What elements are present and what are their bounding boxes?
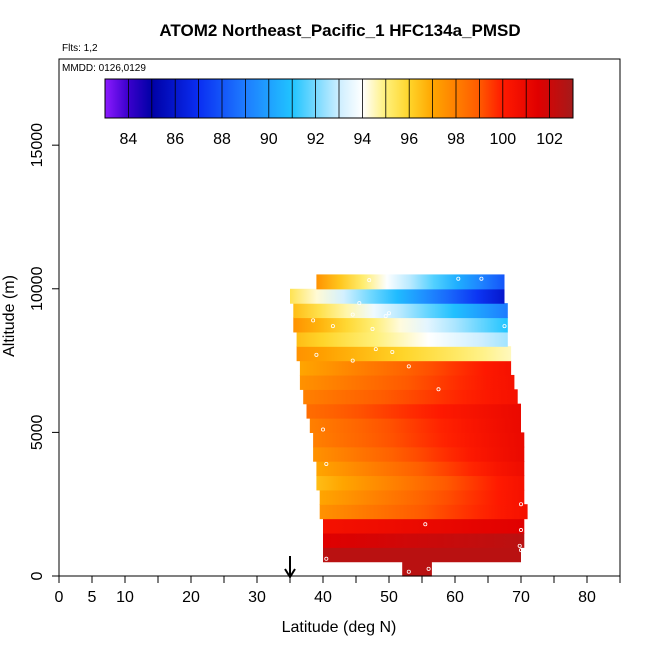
heatmap-layer (290, 288, 505, 304)
heatmap-layer (313, 432, 525, 448)
colorbar-tick-labels: 84 86 88 90 92 94 96 98 100 102 (120, 131, 564, 148)
colorbar-tick-label: 100 (489, 131, 516, 148)
sample-points (311, 266, 530, 574)
sample-point (519, 548, 524, 553)
heatmap-layer (313, 446, 525, 462)
chart-title: ATOM2 Northeast_Pacific_1 HFC134a_PMSD (159, 21, 520, 40)
heatmap-layer (296, 346, 512, 362)
x-tick-label: 0 (55, 589, 64, 606)
sample-point (320, 427, 325, 432)
colorbar-divider-lines (127, 79, 550, 118)
latitude-marker-arrow (284, 556, 296, 579)
y-tick-label: 5000 (29, 414, 46, 450)
colorbar-tick-label: 94 (354, 131, 372, 148)
heatmap-layer (296, 331, 508, 347)
y-axis: 0 5000 10000 15000 (29, 123, 59, 580)
sample-point (456, 276, 461, 281)
colorbar-tick-label: 98 (447, 131, 465, 148)
colorbar-tick-label: 102 (536, 131, 563, 148)
heatmap-layer (316, 274, 505, 290)
heatmap-layer (323, 532, 525, 548)
sample-point (324, 461, 329, 466)
sample-point (426, 566, 431, 571)
heatmap-layer (316, 461, 525, 477)
colorbar-tick-label: 90 (260, 131, 278, 148)
x-axis-label: Latitude (deg N) (282, 619, 397, 636)
x-tick-label: 80 (578, 589, 596, 606)
heatmap-layer (303, 389, 518, 405)
heatmap-layer (309, 418, 521, 433)
sample-point (519, 502, 524, 507)
x-tick-label: 40 (314, 589, 332, 606)
sample-point (350, 358, 355, 363)
colorbar-tick-label: 92 (307, 131, 325, 148)
colorbar-tick-label: 84 (120, 131, 138, 148)
heatmap-layer (402, 561, 432, 577)
heatmap-layer (319, 489, 525, 505)
sample-point (406, 364, 411, 369)
heatmap-layers (290, 274, 528, 577)
sample-point (525, 493, 530, 498)
x-tick-label: 5 (88, 589, 97, 606)
x-tick-label: 20 (182, 589, 200, 606)
heatmap-layer (316, 475, 525, 491)
sample-point (324, 556, 329, 561)
x-tick-label: 70 (512, 589, 530, 606)
sample-point (436, 387, 441, 392)
heatmap-layer (299, 374, 515, 390)
y-tick-label: 15000 (29, 123, 46, 168)
sample-point (519, 528, 524, 533)
sample-point (390, 349, 395, 354)
y-tick-label: 10000 (29, 266, 46, 311)
sample-point (479, 276, 484, 281)
colorbar-tick-label: 96 (400, 131, 418, 148)
sample-point (383, 314, 388, 319)
sample-point (423, 522, 428, 527)
sample-point (330, 324, 335, 329)
x-axis: 0 5 10 20 30 40 50 60 70 80 (55, 575, 621, 606)
heatmap-layer (293, 317, 508, 333)
colorbar: 84 86 88 90 92 94 96 98 100 102 (104, 78, 574, 148)
sample-point (350, 312, 355, 317)
mmdd-label: MMDD: 0126,0129 (62, 63, 146, 74)
sample-point (357, 301, 362, 306)
sample-point (386, 311, 391, 316)
sample-point (367, 278, 372, 283)
sample-point (370, 326, 375, 331)
colorbar-tick-label: 86 (166, 131, 184, 148)
sample-point (314, 352, 319, 357)
heatmap-layer (319, 504, 528, 520)
y-tick-label: 0 (29, 571, 46, 580)
x-tick-label: 10 (116, 589, 134, 606)
plot-area: MMDD: 0126,0129 (58, 58, 621, 577)
x-tick-label: 60 (446, 589, 464, 606)
y-axis-label: Altitude (m) (1, 275, 18, 357)
sample-point (517, 543, 522, 548)
heatmap-layer (323, 547, 521, 563)
flights-label: Flts: 1,2 (62, 43, 98, 54)
heatmap-layer (306, 403, 521, 419)
x-tick-label: 30 (248, 589, 266, 606)
sample-point (502, 324, 507, 329)
sample-point (499, 266, 504, 271)
heatmap-layer (293, 303, 508, 319)
sample-point (311, 318, 316, 323)
heatmap-layer (299, 360, 512, 376)
sample-point (373, 347, 378, 352)
x-tick-label: 50 (380, 589, 398, 606)
heatmap-layer (323, 518, 525, 534)
colorbar-tick-label: 88 (213, 131, 231, 148)
sample-point (406, 569, 411, 574)
arrow-head (284, 568, 296, 579)
